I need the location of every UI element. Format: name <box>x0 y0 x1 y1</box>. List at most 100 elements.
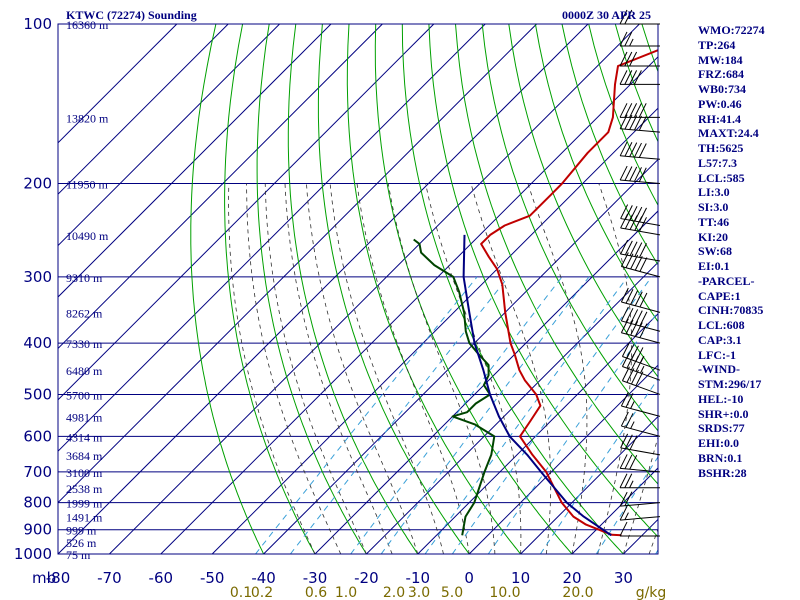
wind-barb-flag <box>619 31 628 47</box>
moist-adiabat-line <box>284 183 393 554</box>
temperature-tick-label: -30 <box>303 569 328 587</box>
mixing-ratio-line <box>424 276 629 554</box>
pressure-tick-label: 900 <box>23 521 52 539</box>
sounding-index: EHI:0.0 <box>698 436 740 450</box>
moist-adiabat-line <box>527 183 588 554</box>
sounding-index: CINH:70835 <box>698 303 764 318</box>
isotherm-line <box>58 24 229 195</box>
height-label: 1999 m <box>66 497 103 511</box>
temperature-tick-label: -40 <box>251 569 276 587</box>
mixing-ratio-line <box>380 276 590 554</box>
height-label: 16360 m <box>66 18 109 32</box>
temperature-tick-label: -60 <box>149 569 174 587</box>
wind-barb-staff <box>622 366 661 381</box>
pressure-tick-label: 700 <box>23 463 52 481</box>
wind-barb-flag <box>630 421 635 429</box>
height-label: 7330 m <box>66 337 103 351</box>
wind-barb <box>621 342 661 371</box>
sounding-index: LCL:608 <box>698 318 745 332</box>
wind-barb-flag <box>624 240 633 256</box>
temperature-tick-label: 20 <box>562 569 581 587</box>
wind-barb-flag <box>629 115 638 130</box>
wind-barb-flag <box>624 473 633 489</box>
wind-barb <box>620 204 661 227</box>
wind-barb-flag <box>639 217 647 232</box>
wind-barb-flag <box>639 311 648 327</box>
mixing-ratio-label: 1.0 <box>335 585 357 600</box>
pressure-tick-label: 1000 <box>14 545 52 563</box>
height-label: 2538 m <box>66 482 103 496</box>
moist-adiabat-line <box>470 183 552 554</box>
wind-barb-flag <box>620 433 629 449</box>
dry-adiabat-line <box>428 24 658 538</box>
sounding-index: LFC:-1 <box>698 347 736 362</box>
temperature-tick-label: 30 <box>614 569 633 587</box>
chart-grid <box>58 24 800 565</box>
mixing-ratio-line <box>539 377 658 554</box>
height-label: 4981 m <box>66 410 103 424</box>
wind-barb-flag <box>634 322 643 337</box>
wind-barb-staff <box>620 128 661 133</box>
sounding-index: PW:0.46 <box>698 96 742 111</box>
wind-barb-flag <box>620 318 629 333</box>
moist-adiabat-line <box>264 183 367 554</box>
wind-barb <box>620 239 661 262</box>
mixing-ratio-line <box>595 456 658 554</box>
wind-barb-staff <box>620 502 661 507</box>
pressure-tick-label: 300 <box>23 268 52 286</box>
wind-barb-flag <box>630 309 639 324</box>
height-label: 4314 m <box>66 430 103 444</box>
wind-barb-flag <box>629 206 638 221</box>
temperature-tick-label: -50 <box>200 569 225 587</box>
wind-barb-flag <box>630 345 639 361</box>
isotherm-line <box>58 24 178 144</box>
wind-barb-flag <box>630 321 639 336</box>
dry-adiabat-line <box>561 24 658 266</box>
mixing-ratio-line <box>350 276 563 554</box>
wind-barb-flag <box>619 165 628 181</box>
dry-adiabat-line <box>346 24 522 554</box>
wind-barb-flag <box>619 521 628 537</box>
wind-barb <box>620 391 661 417</box>
sounding-index: KI:20 <box>698 229 728 244</box>
dry-adiabat-line <box>455 24 658 485</box>
wind-barb <box>619 521 660 537</box>
dry-adiabat-line <box>256 24 367 554</box>
sounding-index: SI:3.0 <box>698 200 729 214</box>
wind-barb-flag <box>624 434 633 449</box>
height-label: 75 m <box>66 548 91 562</box>
mixing-ratio-label: 20.0 <box>562 585 593 600</box>
mixing-ratio-label: 10.0 <box>489 585 520 600</box>
sounding-index: MAXT:24.4 <box>698 126 759 141</box>
wind-barb-flag <box>634 115 642 131</box>
wind-barb-flag <box>619 70 628 85</box>
wind-barb-staff <box>622 380 661 395</box>
dry-adiabat-line <box>775 24 800 565</box>
wind-barb-flag <box>634 310 643 325</box>
station-title: KTWC (72274) Sounding <box>66 8 197 22</box>
wind-barb-flag <box>624 9 633 25</box>
wind-barb <box>619 505 661 521</box>
sounding-index: TP:264 <box>698 37 736 52</box>
wind-barb-staff <box>620 155 661 160</box>
isotherm-line <box>160 56 658 554</box>
wind-barb-flag <box>619 505 628 521</box>
wind-barb-staff <box>620 218 661 227</box>
sounding-index: CAPE:1 <box>698 288 741 303</box>
temperature-tick-label: -20 <box>354 569 379 587</box>
wind-barb-flag <box>639 292 648 308</box>
wind-barb-flag <box>624 31 633 47</box>
dry-adiabat-line <box>534 24 658 323</box>
wind-barb-staff <box>621 320 661 332</box>
isotherm-line <box>571 467 658 554</box>
temperature-tick-label: -80 <box>46 569 71 587</box>
wind-barb-flag <box>620 204 629 219</box>
wind-barb-flag <box>625 319 634 335</box>
chart-series <box>413 49 658 537</box>
height-label: 6480 m <box>66 364 103 378</box>
wind-barb-flag <box>629 166 638 182</box>
moist-adiabat-line <box>623 435 658 554</box>
wind-barb-flag <box>629 51 638 67</box>
sounding-index: FRZ:684 <box>698 67 744 82</box>
